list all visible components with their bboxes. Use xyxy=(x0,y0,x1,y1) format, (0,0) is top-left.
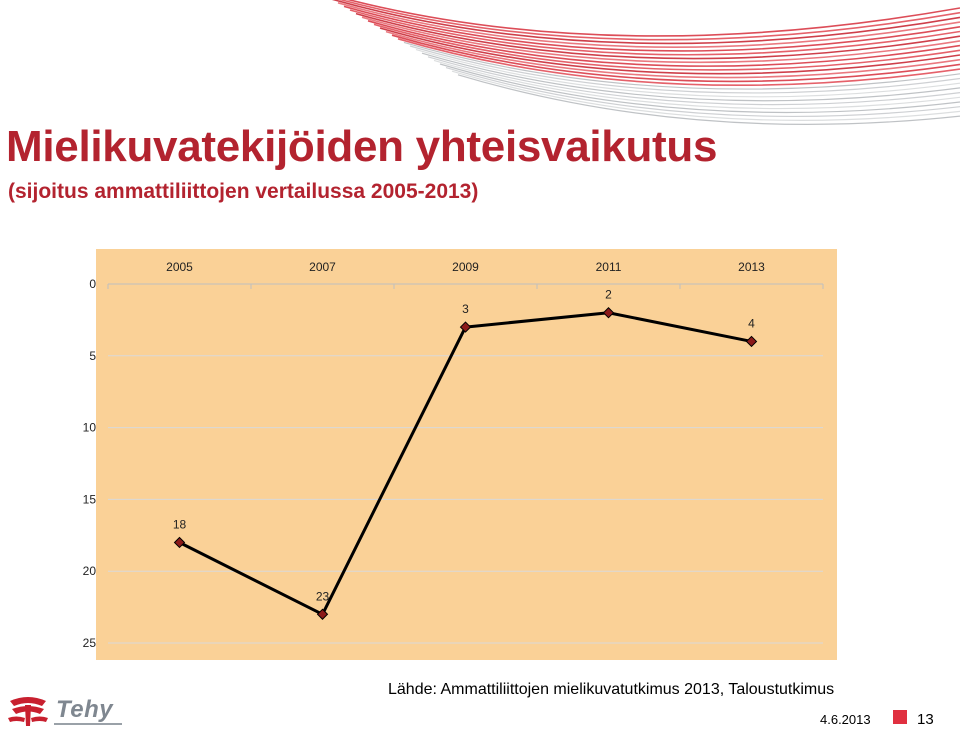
y-tick-label: 0 xyxy=(89,277,96,291)
x-tick-label: 2007 xyxy=(309,260,336,274)
y-tick-label: 20 xyxy=(83,564,97,578)
decorative-swoosh-background xyxy=(331,0,960,125)
swoosh-stripe xyxy=(385,30,960,79)
swoosh-stripe xyxy=(433,59,960,110)
swoosh-stripe xyxy=(445,67,960,118)
swoosh-stripe xyxy=(367,20,960,67)
swoosh-stripe xyxy=(451,70,960,121)
slide-title: Mielikuvatekijöiden yhteisvaikutus xyxy=(6,122,718,171)
page-number: 13 xyxy=(917,711,934,728)
swoosh-stripe xyxy=(349,9,960,56)
x-tick-label: 2013 xyxy=(738,260,765,274)
data-point-marker xyxy=(745,335,758,348)
swoosh-stripe xyxy=(379,27,960,75)
swoosh-stripe xyxy=(397,38,960,87)
swoosh-stripe xyxy=(403,41,960,90)
logo-underline xyxy=(54,723,122,725)
data-point-marker xyxy=(173,536,186,549)
y-tick-label: 25 xyxy=(83,636,97,650)
data-label: 18 xyxy=(173,517,187,531)
swoosh-stripe xyxy=(373,23,960,71)
y-tick-label: 10 xyxy=(83,421,97,435)
swoosh-stripe xyxy=(331,0,960,45)
tehy-logo-icon xyxy=(8,697,48,726)
swoosh-stripe xyxy=(391,34,960,83)
data-point-marker xyxy=(459,321,472,333)
slide-date: 4.6.2013 xyxy=(820,712,871,727)
swoosh-stripe xyxy=(346,0,960,37)
swoosh-stripe xyxy=(343,5,960,52)
slide-marker-square xyxy=(893,710,907,724)
x-tick-label: 2009 xyxy=(452,260,479,274)
swoosh-stripe xyxy=(339,0,960,41)
swoosh-stripe xyxy=(409,45,960,94)
data-label: 2 xyxy=(605,288,612,302)
slide-subtitle: (sijoitus ammattiliittojen vertailussa 2… xyxy=(8,180,479,203)
swoosh-stripe xyxy=(457,74,960,125)
source-note: Lähde: Ammattiliittojen mielikuvatutkimu… xyxy=(388,681,835,698)
y-tick-label: 15 xyxy=(83,492,97,506)
data-label: 23 xyxy=(316,589,330,603)
data-point-marker xyxy=(316,608,329,620)
data-point-marker xyxy=(602,307,615,319)
tehy-logo: Tehy xyxy=(6,693,122,729)
swoosh-stripe xyxy=(355,12,960,60)
tehy-logo-text: Tehy xyxy=(56,696,114,723)
swoosh-stripe xyxy=(361,16,960,64)
swoosh-stripe xyxy=(427,56,960,106)
plot-area xyxy=(96,249,837,660)
y-tick-label: 5 xyxy=(89,349,96,363)
x-tick-label: 2005 xyxy=(166,260,193,274)
x-tick-label: 2011 xyxy=(596,260,622,274)
swoosh-stripe xyxy=(337,2,960,49)
swoosh-stripe xyxy=(421,52,960,102)
swoosh-stripe xyxy=(415,49,960,98)
data-label: 4 xyxy=(748,316,755,330)
swoosh-stripe xyxy=(439,63,960,114)
data-label: 3 xyxy=(462,302,469,316)
